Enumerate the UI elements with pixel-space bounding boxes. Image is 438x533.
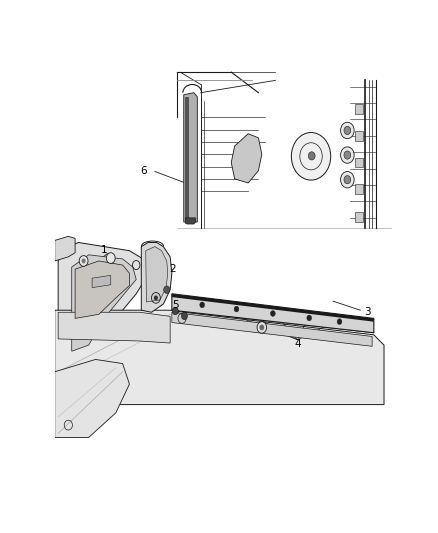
Circle shape [154,295,158,301]
Polygon shape [172,312,372,346]
Polygon shape [75,261,130,318]
Circle shape [234,306,239,312]
Text: 3: 3 [364,307,371,317]
Text: 1: 1 [101,245,107,255]
Circle shape [308,152,315,160]
Circle shape [341,122,354,139]
Polygon shape [58,243,146,372]
Polygon shape [55,310,384,405]
Circle shape [164,286,170,293]
Circle shape [291,133,331,180]
Circle shape [341,147,354,163]
Circle shape [344,126,351,134]
Polygon shape [146,247,168,302]
Polygon shape [355,158,363,167]
Polygon shape [141,243,172,312]
Polygon shape [58,312,170,343]
Circle shape [344,151,351,159]
Polygon shape [172,294,374,322]
Polygon shape [92,276,111,288]
Circle shape [344,175,351,184]
Polygon shape [172,294,374,333]
Polygon shape [355,104,363,114]
Text: 2: 2 [169,264,176,274]
Polygon shape [55,236,75,261]
Circle shape [341,172,354,188]
Circle shape [106,253,115,263]
Polygon shape [355,184,363,194]
Circle shape [79,256,88,266]
Circle shape [257,322,267,333]
Text: 6: 6 [141,166,147,176]
Circle shape [337,319,342,325]
Circle shape [81,259,86,263]
Circle shape [200,302,205,308]
Circle shape [271,311,275,317]
Text: 5: 5 [172,300,179,310]
Circle shape [172,308,178,314]
Polygon shape [72,255,136,351]
Circle shape [259,325,264,330]
Polygon shape [231,134,262,183]
Circle shape [181,312,187,320]
Polygon shape [355,212,363,222]
Polygon shape [177,72,391,228]
Polygon shape [355,131,363,141]
Text: 4: 4 [294,339,301,349]
Polygon shape [185,218,196,224]
Circle shape [307,315,311,321]
Polygon shape [55,359,130,438]
Polygon shape [184,93,197,222]
Polygon shape [185,97,189,220]
